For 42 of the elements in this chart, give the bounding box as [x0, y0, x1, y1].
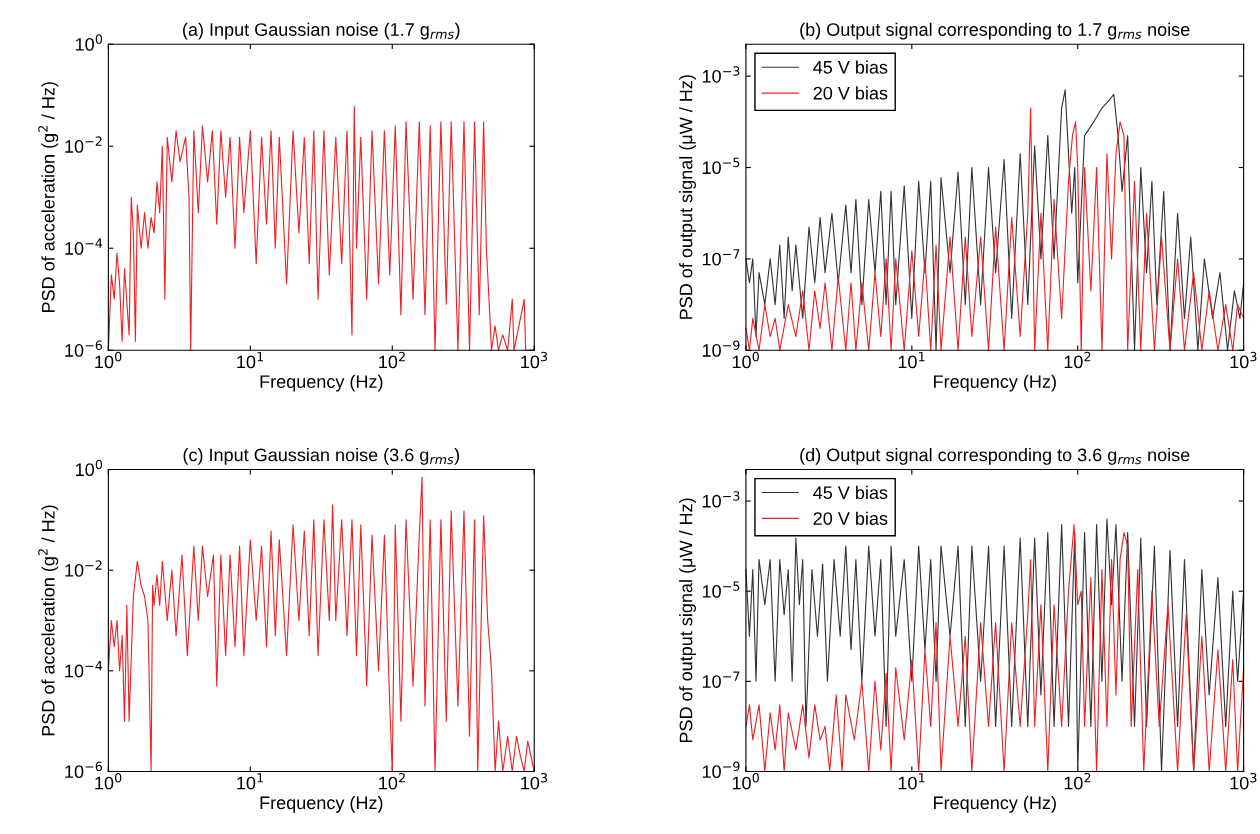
x-tick-label: 10$^{1}$	[237, 773, 264, 790]
chart-title: (a) Input Gaussian noise (1.7 g$_{rms}$)	[183, 22, 460, 40]
x-tick-label: 10$^{2}$	[1064, 772, 1091, 790]
y-tick-label: 10$^{0}$	[75, 459, 103, 477]
y-tick-label: 10$^{−7}$	[702, 671, 740, 688]
y-tick-label: 10$^{−2}$	[65, 560, 102, 577]
x-axis-title: Frequency (Hz)	[260, 374, 383, 392]
y-axis-title: PSD of acceleration (g$^{2}$ / Hz)	[38, 82, 59, 313]
y-tick-label: 10$^{−3}$	[702, 491, 740, 508]
x-tick-label: 10$^{0}$	[95, 351, 122, 369]
x-tick-label: 10$^{1}$	[237, 351, 264, 369]
x-axis-title: Frequency (Hz)	[260, 795, 383, 813]
chart-title: (c) Input Gaussian noise (3.6 g$_{rms}$)	[183, 448, 459, 465]
x-tick-label: 10$^{0}$	[732, 351, 759, 369]
x-tick-label: 10$^{2}$	[379, 351, 405, 369]
y-tick-label: 10$^{−5}$	[702, 157, 740, 175]
legend-label: 45 V bias	[813, 485, 888, 500]
y-tick-label: 10$^{−4}$	[65, 238, 103, 255]
y-axis-title: PSD of output signal (μW / Hz)	[679, 498, 696, 743]
y-axis-title: PSD of acceleration (g$^{2}$ / Hz)	[38, 505, 59, 736]
x-tick-label: 10$^{1}$	[898, 351, 925, 369]
x-tick-label: 10$^{3}$	[521, 351, 548, 369]
x-axis-title: Frequency (Hz)	[934, 374, 1056, 392]
y-tick-label: 10$^{0}$	[75, 34, 103, 51]
y-tick-label: 10$^{−2}$	[65, 136, 102, 153]
chart-title: (b) Output signal corresponding to 1.7 g$_{rms}$ noise	[800, 22, 1190, 40]
legend-label: 20 V bias	[813, 86, 888, 100]
x-tick-label: 10$^{3}$	[521, 772, 548, 790]
y-tick-label: 10$^{−7}$	[702, 249, 740, 266]
x-tick-label: 10$^{2}$	[379, 772, 405, 790]
y-tick-label: 10$^{−4}$	[65, 661, 103, 678]
x-axis-title: Frequency (Hz)	[934, 795, 1056, 813]
legend-label: 20 V bias	[813, 511, 888, 525]
x-tick-label: 10$^{2}$	[1064, 351, 1091, 369]
y-tick-label: 10$^{−5}$	[702, 581, 740, 598]
chart-title: (d) Output signal corresponding to 3.6 g$_{rms}$ noise	[800, 448, 1190, 465]
x-tick-label: 10$^{3}$	[1230, 772, 1257, 790]
legend-label: 45 V bias	[813, 60, 888, 74]
x-tick-label: 10$^{3}$	[1230, 351, 1257, 369]
y-tick-label: 10$^{−3}$	[702, 66, 740, 83]
y-axis-title: PSD of output signal (μW / Hz)	[679, 75, 696, 319]
x-tick-label: 10$^{1}$	[898, 773, 925, 790]
